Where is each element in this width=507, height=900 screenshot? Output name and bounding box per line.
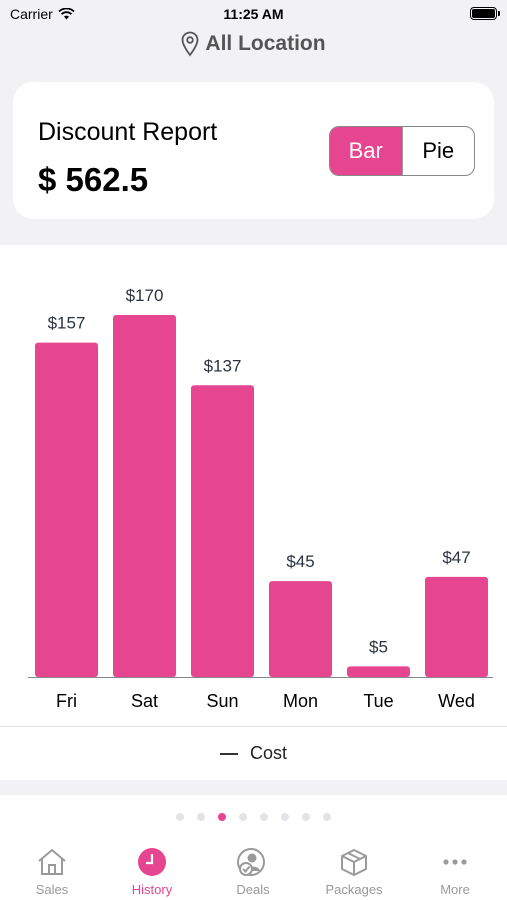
tab-history[interactable]: History [107,845,197,897]
tab-packages[interactable]: Packages [309,845,399,897]
x-tick-label-fri: Fri [56,691,77,711]
battery-icon [470,7,500,20]
page-dot[interactable] [260,813,268,821]
carrier-info: Carrier [10,6,75,22]
pie-toggle-button[interactable]: Pie [401,127,475,175]
clock-icon [135,845,169,879]
x-tick-label-wed: Wed [438,691,475,711]
data-label-sat: $170 [126,286,164,305]
page-dot[interactable] [302,813,310,821]
tab-sales[interactable]: Sales [7,845,97,897]
page-dot[interactable] [239,813,247,821]
tab-more[interactable]: More [410,845,500,897]
page-dot[interactable] [197,813,205,821]
bar-mon[interactable] [269,581,332,677]
wifi-icon [58,8,75,20]
page-dot[interactable] [281,813,289,821]
chart-panel: $157 Fri $170 Sat $137 Sun $45 Mon $5 Tue $47 Wed C… [0,245,507,780]
tab-label: Sales [35,882,69,897]
tab-bar: Sales History Deals Packages More [0,845,507,900]
data-label-tue: $5 [369,637,388,656]
tab-label: History [131,882,173,897]
more-dots-icon [438,845,472,879]
x-tick-label-sat: Sat [131,691,158,711]
data-label-mon: $45 [286,552,314,571]
chart-legend: Cost [0,727,507,780]
tab-label: More [440,882,470,897]
report-total: $ 562.5 [38,161,149,198]
bar-fri[interactable] [35,342,98,677]
status-bar: Carrier 11:25 AM [0,0,507,28]
deals-user-icon [236,845,270,879]
legend-divider [0,726,507,727]
package-icon [337,845,371,879]
bar-chart: $157 Fri $170 Sat $137 Sun $45 Mon $5 Tue $47 Wed [28,286,493,711]
status-time: 11:25 AM [223,6,284,22]
home-icon [35,845,69,879]
bottom-panel: Sales History Deals Packages More [0,795,507,900]
location-selector[interactable]: All Location [0,31,507,57]
location-label: All Location [205,32,326,55]
data-label-sun: $137 [204,356,242,375]
legend-swatch [219,752,238,755]
legend-label: Cost [249,743,287,763]
discount-report-card: Discount Report $ 562.5 Bar Pie [13,82,494,219]
page-indicator[interactable] [0,813,507,821]
tab-label: Packages [325,882,383,897]
bar-toggle-button[interactable]: Bar [330,127,402,175]
page-dot[interactable] [218,813,226,821]
data-label-wed: $47 [442,548,470,567]
page-dot[interactable] [176,813,184,821]
carrier-label: Carrier [10,6,53,22]
x-tick-label-sun: Sun [206,691,238,711]
report-title: Discount Report [38,118,218,146]
x-tick-label-tue: Tue [363,691,393,711]
bar-sat[interactable] [113,315,176,677]
location-pin-icon [182,31,199,57]
tab-deals[interactable]: Deals [208,845,298,897]
data-label-fri: $157 [48,314,86,333]
bar-tue[interactable] [347,666,410,677]
bar-wed[interactable] [425,576,488,677]
page-dot[interactable] [323,813,331,821]
chart-type-toggle: Bar Pie [329,126,475,176]
x-tick-label-mon: Mon [283,691,318,711]
tab-label: Deals [236,882,270,897]
bar-sun[interactable] [191,385,254,677]
